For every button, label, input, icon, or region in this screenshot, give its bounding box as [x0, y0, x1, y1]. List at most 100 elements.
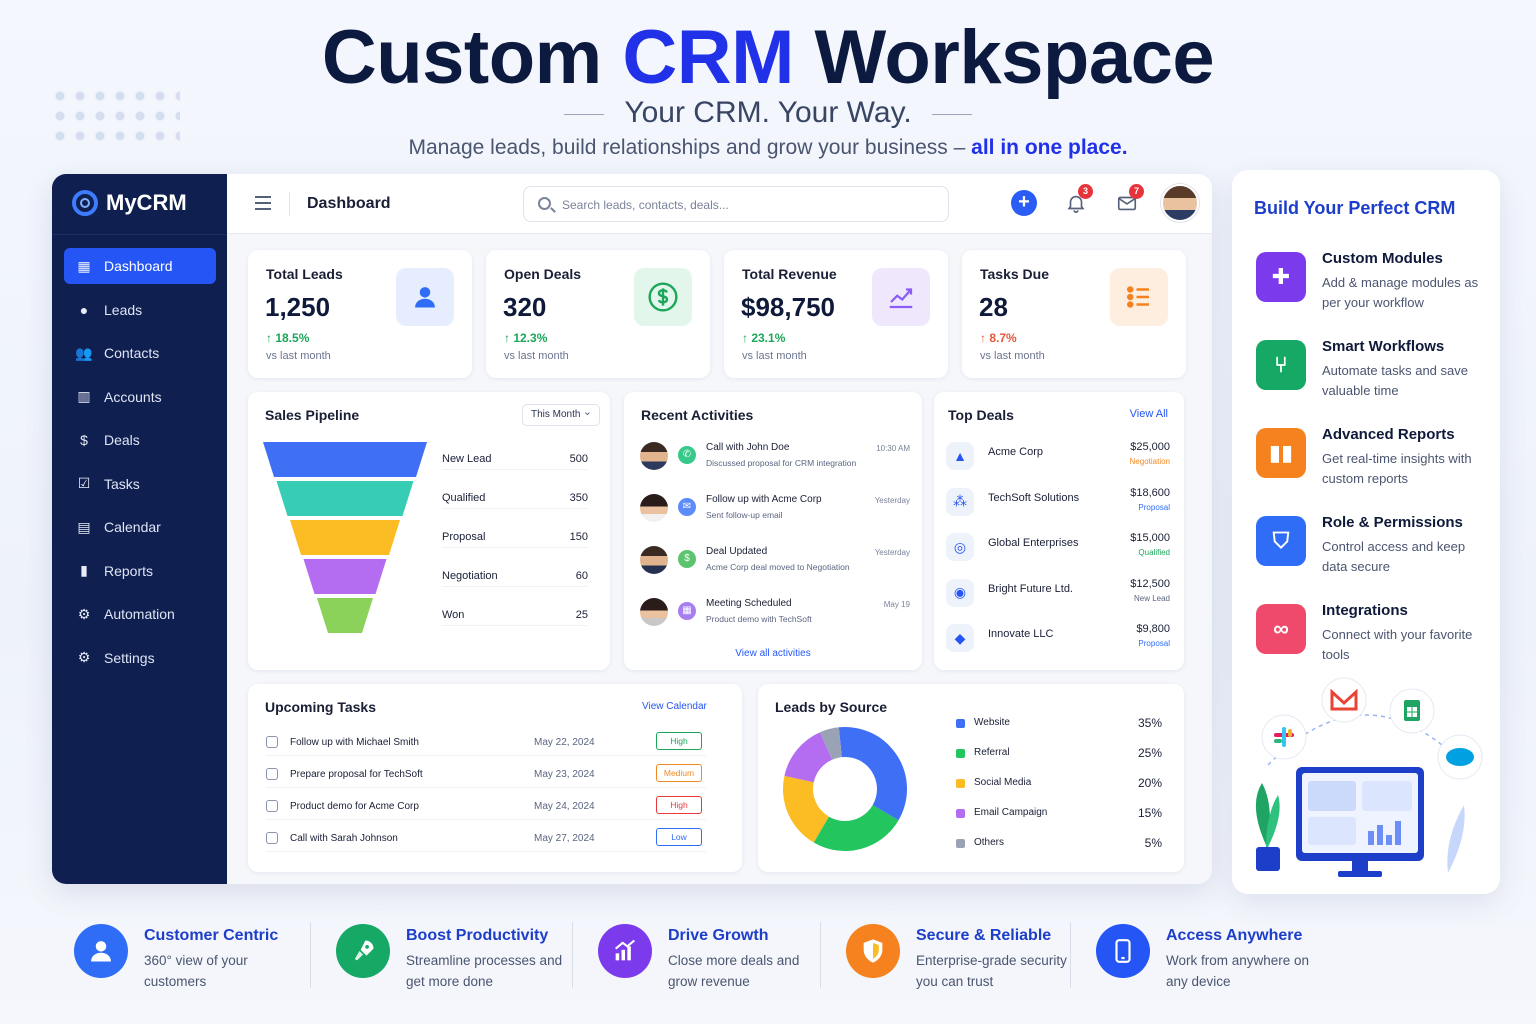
sidebar-item-settings[interactable]: ⚙ Settings: [64, 640, 216, 676]
legend-label: Social Media: [974, 777, 1032, 788]
hero-subtitle: Your CRM. Your Way.: [0, 96, 1536, 130]
task-checkbox[interactable]: [266, 736, 278, 748]
feature-role-permissions[interactable]: ⛉ Role & Permissions Control access and ke…: [1256, 514, 1486, 584]
stat-comparison: vs last month: [266, 350, 331, 362]
task-checkbox[interactable]: [266, 800, 278, 812]
sidebar-item-calendar[interactable]: ▤ Calendar: [64, 509, 216, 545]
deal-stage: Qualified: [1138, 548, 1170, 557]
sidebar-item-label: Accounts: [104, 388, 162, 405]
messages-button[interactable]: 7: [1116, 184, 1144, 216]
hero-title-part: Workspace: [793, 15, 1215, 100]
task-row: Prepare proposal for TechSoft May 23, 202…: [266, 762, 706, 788]
task-due-date: May 27, 2024: [534, 833, 595, 844]
card-title: Upcoming Tasks: [265, 699, 376, 715]
top-deals-card: Top Deals View All ▲ Acme Corp $25,000 Nego…: [934, 392, 1184, 670]
deal-stage: Proposal: [1138, 639, 1170, 648]
hero-title-accent: CRM: [622, 15, 794, 100]
sidebar-item-tasks[interactable]: ☑ Tasks: [64, 466, 216, 502]
feature-integrations[interactable]: ∞ Integrations Connect with your favorite …: [1256, 602, 1486, 672]
stat-card-total-revenue[interactable]: Total Revenue $98,750 ↑ 23.1% vs last month: [724, 250, 948, 378]
feature-advanced-reports[interactable]: ▮▮ Advanced Reports Get real-time insights…: [1256, 426, 1486, 496]
card-title: Recent Activities: [641, 407, 754, 423]
hero-desc-text: Manage leads, build relationships and gr…: [408, 136, 972, 159]
hero-subtitle-text: Your CRM. Your Way.: [624, 96, 912, 129]
deal-row[interactable]: ◉ Bright Future Ltd. $12,500 New Lead: [946, 575, 1170, 611]
legend-value: 35%: [1137, 716, 1162, 730]
benefit-customer-centric: Customer Centric 360° view of your custom…: [74, 924, 314, 996]
stat-title: Total Leads: [266, 266, 343, 282]
mail-icon: ✉: [678, 498, 696, 516]
bar-chart-icon: ▮: [80, 562, 88, 578]
sidebar-item-dashboard[interactable]: ▦ Dashboard: [64, 248, 216, 284]
task-checkbox[interactable]: [266, 768, 278, 780]
integrations-illustration: [1255, 677, 1483, 877]
feature-description: Get real-time insights with custom repor…: [1322, 451, 1472, 486]
sidebar-item-label: Reports: [104, 562, 154, 579]
growth-chart-icon: [598, 924, 652, 978]
brightfuture-logo-icon: ◉: [946, 578, 974, 607]
feature-description: Control access and keep data secure: [1322, 539, 1466, 574]
donut-slice-website: [838, 727, 907, 821]
sidebar-item-automation[interactable]: ⚙ Automation: [64, 596, 216, 632]
stat-change: ↑ 8.7%: [980, 331, 1017, 345]
user-avatar[interactable]: [1161, 184, 1199, 222]
task-row: Call with Sarah Johnson May 27, 2024 Low: [266, 826, 706, 852]
bar-chart-icon: ▮▮: [1256, 428, 1306, 478]
sidebar-item-contacts[interactable]: 👥 Contacts: [64, 335, 216, 371]
brand-name: MyCRM: [106, 190, 187, 215]
view-calendar-link[interactable]: View Calendar: [642, 701, 707, 712]
calendar-icon: ▤: [77, 518, 91, 535]
task-checkbox[interactable]: [266, 832, 278, 844]
brand[interactable]: MyCRM: [72, 190, 187, 216]
legend-item: Email Campaign 15%: [956, 804, 1162, 824]
sidebar-item-reports[interactable]: ▮ Reports: [64, 553, 216, 589]
automation-icon: ⚙: [77, 605, 91, 622]
view-all-deals-link[interactable]: View All: [1129, 408, 1168, 420]
activity-title: Deal Updated: [706, 546, 768, 557]
feature-custom-modules[interactable]: ✚ Custom Modules Add & manage modules as p…: [1256, 250, 1486, 320]
stat-value: 320: [503, 292, 547, 322]
menu-icon[interactable]: [255, 196, 271, 210]
leads-by-source-card: Leads by Source Website 35% Referral 25% Soc…: [758, 684, 1184, 872]
activity-item[interactable]: ✉ Follow up with Acme Corp Sent follow-up …: [638, 492, 910, 532]
pipeline-stage-row: Won 25: [442, 606, 588, 626]
building-icon: ▥: [77, 388, 91, 404]
sidebar-item-accounts[interactable]: ▥ Accounts: [64, 379, 216, 415]
activity-time: 10:30 AM: [876, 444, 910, 453]
activity-item[interactable]: ✆ Call with John Doe Discussed proposal fo…: [638, 440, 910, 480]
pipeline-stage-value: 500: [569, 453, 588, 465]
donut-slice-others: [820, 727, 842, 760]
legend-swatch: [956, 719, 965, 728]
task-priority-badge: High: [656, 796, 702, 814]
notifications-button[interactable]: 3: [1065, 184, 1093, 216]
deal-row[interactable]: ◆ Innovate LLC $9,800 Proposal: [946, 620, 1170, 656]
deal-row[interactable]: ▲ Acme Corp $25,000 Negotiation: [946, 438, 1170, 474]
stat-card-total-leads[interactable]: Total Leads 1,250 ↑ 18.5% vs last month: [248, 250, 472, 378]
stat-card-tasks-due[interactable]: Tasks Due 28 ↑ 8.7% vs last month: [962, 250, 1186, 378]
sidebar-item-leads[interactable]: ● Leads: [64, 292, 216, 328]
benefit-description: 360° view of your customers: [144, 953, 248, 989]
legend-item: Others 5%: [956, 834, 1162, 854]
divider: [1070, 922, 1071, 988]
sidebar-item-deals[interactable]: $ Deals: [64, 422, 216, 458]
pipeline-stage-label: Qualified: [442, 492, 486, 504]
deal-row[interactable]: ⁂ TechSoft Solutions $18,600 Proposal: [946, 484, 1170, 520]
activity-item[interactable]: $ Deal Updated Acme Corp deal moved to Neg…: [638, 544, 910, 584]
plant-icon: [1255, 783, 1270, 845]
donut-slice-email-campaign: [784, 732, 833, 783]
techsoft-logo-icon: ⁂: [946, 487, 974, 516]
pipeline-stage-label: Won: [442, 609, 465, 621]
search-input[interactable]: [562, 195, 932, 215]
benefit-title: Access Anywhere: [1166, 927, 1303, 944]
view-all-activities-link[interactable]: View all activities: [735, 648, 811, 659]
add-button[interactable]: +: [1011, 190, 1037, 216]
feature-smart-workflows[interactable]: ⑂ Smart Workflows Automate tasks and save …: [1256, 338, 1486, 408]
deal-amount: $18,600: [1130, 486, 1170, 499]
sidebar: MyCRM ▦ Dashboard ● Leads 👥 Contacts ▥ Accounts…: [52, 174, 227, 884]
stat-card-open-deals[interactable]: Open Deals 320 ↑ 12.3% vs last month: [486, 250, 710, 378]
deal-row[interactable]: ◎ Global Enterprises $15,000 Qualified: [946, 529, 1170, 565]
feature-title: Role & Permissions: [1322, 514, 1463, 531]
hero-description: Manage leads, build relationships and gr…: [0, 136, 1536, 160]
period-select[interactable]: This Month: [522, 402, 600, 426]
activity-item[interactable]: ▦ Meeting Scheduled Product demo with Tech…: [638, 596, 910, 636]
